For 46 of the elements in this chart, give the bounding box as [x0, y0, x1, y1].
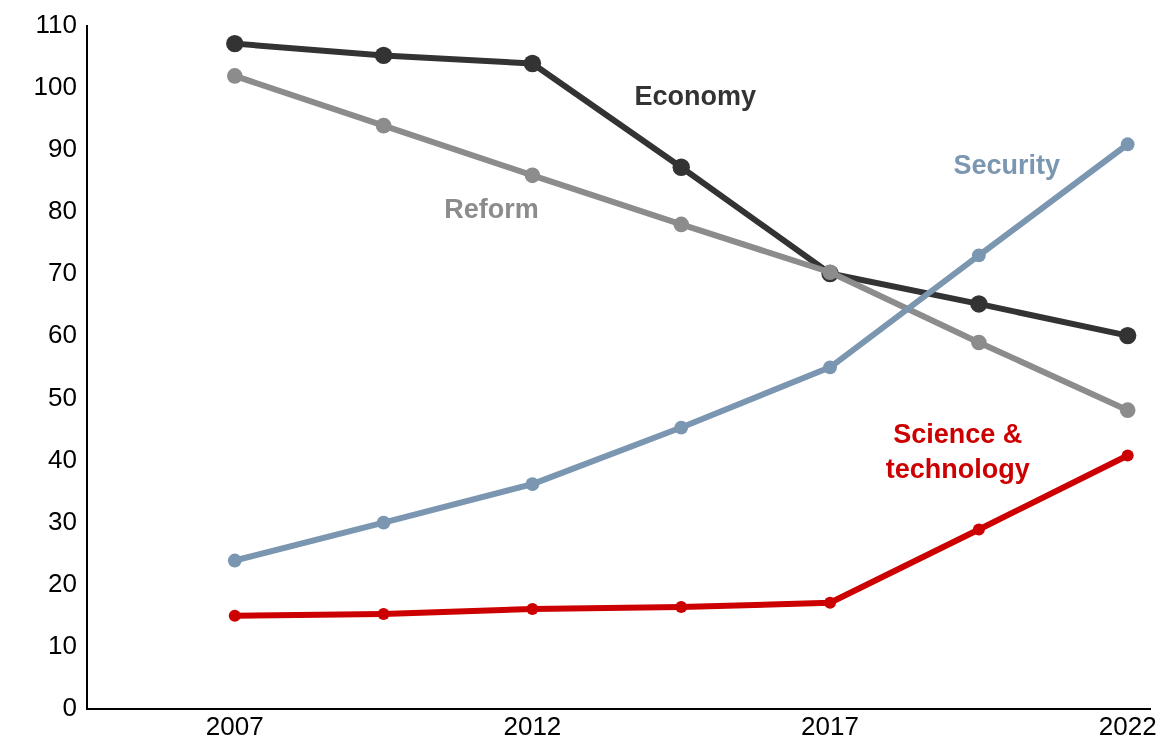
y-tick-label: 110 [35, 8, 77, 39]
point [525, 477, 540, 491]
point [377, 607, 390, 620]
point [971, 334, 987, 351]
y-tick-label: 80 [48, 195, 77, 226]
series-label: Reform [444, 193, 539, 224]
point [1120, 137, 1135, 152]
point [228, 609, 241, 622]
x-tick-label: 2012 [503, 710, 562, 741]
point [227, 553, 242, 568]
point [823, 360, 837, 375]
point [972, 523, 985, 536]
x-tick-label: 2022 [1098, 710, 1157, 741]
point [226, 34, 244, 53]
y-tick-label: 90 [48, 133, 77, 164]
y-tick-label: 0 [62, 692, 77, 723]
x-tick-label: 2017 [801, 710, 859, 741]
series-label: Science & technology [885, 418, 1030, 484]
point [1119, 402, 1136, 418]
point [970, 295, 988, 313]
series-label: Economy [634, 80, 756, 111]
point [971, 248, 986, 263]
point [524, 167, 541, 184]
point [672, 158, 690, 176]
series-label: Security [953, 149, 1060, 180]
point [226, 68, 243, 84]
y-tick-label: 20 [48, 567, 77, 598]
point [673, 216, 690, 233]
point [374, 46, 393, 65]
y-tick-label: 60 [48, 319, 77, 350]
point [675, 601, 688, 614]
point [523, 54, 542, 73]
point [1121, 449, 1134, 462]
y-tick-label: 100 [33, 70, 77, 101]
point [674, 420, 689, 435]
y-tick-label: 70 [48, 257, 77, 288]
y-tick-label: 40 [48, 443, 77, 474]
point [1118, 326, 1137, 345]
point [376, 515, 391, 530]
y-tick-label: 30 [48, 505, 77, 536]
point [375, 117, 392, 134]
y-tick-label: 50 [48, 381, 77, 412]
x-tick-label: 2007 [205, 710, 264, 741]
point [526, 602, 539, 615]
point [824, 596, 837, 609]
y-tick-label: 10 [48, 630, 77, 661]
